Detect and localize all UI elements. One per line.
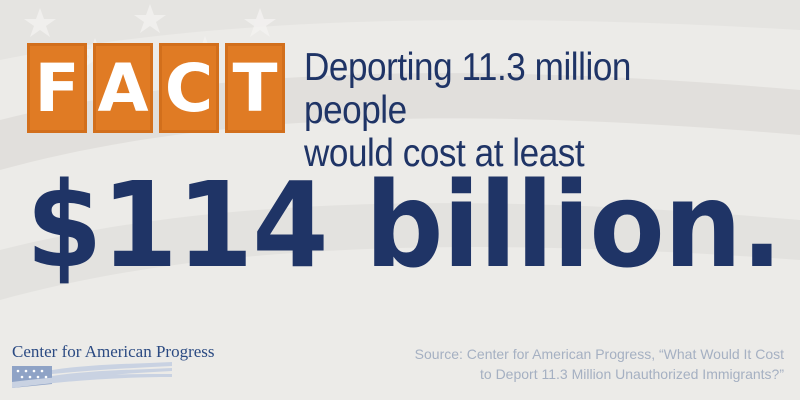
- cost-amount: $114 billion.: [26, 156, 783, 294]
- headline-line-2: would cost at least: [304, 132, 585, 175]
- source-line-2: to Deport 11.3 Million Unauthorized Immi…: [480, 366, 784, 382]
- fact-letter-tile: A: [93, 43, 153, 133]
- logo-flag-icon: [12, 362, 172, 388]
- fact-letter-tile: C: [159, 43, 219, 133]
- source-line-1: Source: Center for American Progress, “W…: [414, 346, 784, 362]
- headline-line-1: Deporting 11.3 million people: [304, 46, 631, 132]
- headline: Deporting 11.3 million people would cost…: [304, 46, 727, 175]
- fact-badge: F A C T: [27, 43, 285, 133]
- source-citation: Source: Center for American Progress, “W…: [364, 344, 784, 384]
- cap-logo: Center for American Progress: [12, 342, 215, 392]
- logo-wordmark: Center for American Progress: [12, 342, 215, 361]
- fact-letter-tile: T: [225, 43, 285, 133]
- fact-letter-tile: F: [27, 43, 87, 133]
